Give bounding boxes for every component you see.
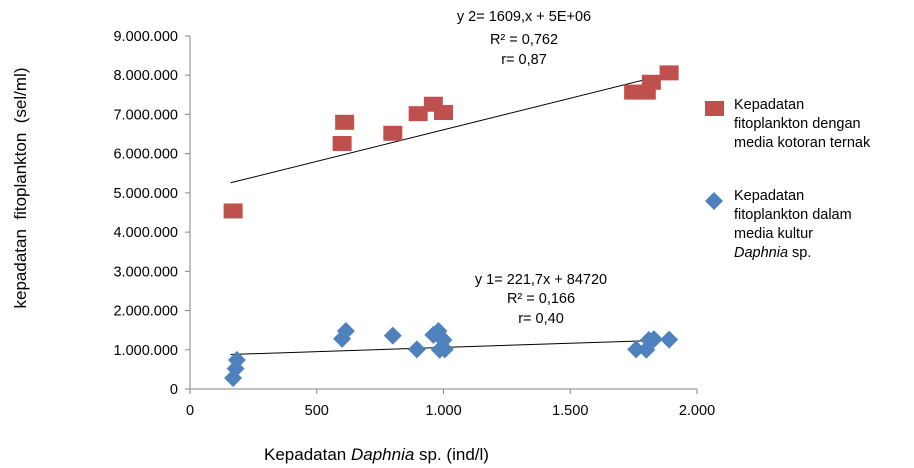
x-tick-label: 0	[186, 403, 194, 419]
legend-line: Kepadatan	[734, 188, 805, 204]
series-1-point	[223, 203, 243, 219]
series-2-r-squared: R² = 0,166	[507, 291, 575, 307]
series-2-equation: y 1= 221,7x + 84720	[475, 272, 607, 288]
series-1-point	[408, 106, 428, 122]
square-marker-icon	[705, 101, 724, 116]
legend-line: Kepadatan	[734, 97, 805, 113]
series-2-point	[336, 321, 355, 340]
series-1-point	[641, 74, 661, 90]
legend-line: media kotoran ternak	[734, 135, 871, 151]
y-tick-label: 3.000.000	[113, 264, 178, 280]
legend-item-series-1: Kepadatan fitoplankton dengan media koto…	[704, 96, 914, 153]
legend-line: fitoplankton dengan	[734, 116, 861, 132]
series-2-point	[660, 330, 679, 349]
series-1-equation: y 2= 1609,x + 5E+06	[457, 9, 591, 25]
y-axis-title: kepadatan fitoplankton (sel/ml)	[11, 68, 30, 309]
legend-suffix: sp.	[788, 245, 812, 261]
y-tick-label: 4.000.000	[113, 225, 178, 241]
legend-label-series-1: Kepadatan fitoplankton dengan media koto…	[734, 96, 914, 153]
y-tick-label: 2.000.000	[113, 304, 178, 320]
series-2-point	[627, 340, 646, 359]
data-points	[223, 65, 679, 388]
x-axis-ticks: 0 500 1.000 1.500 2.000	[186, 389, 715, 419]
legend-item-series-2: Kepadatan fitoplankton dalam media kultu…	[704, 187, 914, 263]
x-axis-title: Kepadatan Daphnia sp. (ind/l)	[264, 445, 489, 464]
y-tick-label: 8.000.000	[113, 68, 178, 84]
series-1-point	[659, 65, 679, 81]
series-1-point	[335, 114, 355, 130]
x-tick-label: 1.000	[425, 403, 461, 419]
series-2-point	[435, 340, 454, 359]
series-1-point	[434, 104, 453, 120]
y-tick-label: 7.000.000	[113, 107, 178, 123]
y-tick-label: 1.000.000	[113, 343, 178, 359]
y-axis-ticks: 0 1.000.000 2.000.000 3.000.000 4.000.000 5.0…	[113, 29, 190, 398]
series-2-r: r= 0,40	[518, 311, 564, 327]
series-1-r: r= 0,87	[501, 52, 547, 68]
y-tick-label: 6.000.000	[113, 147, 178, 163]
y-tick-label: 9.000.000	[113, 29, 178, 45]
legend-label-series-2: Kepadatan fitoplankton dalam media kultu…	[734, 187, 914, 263]
legend: Kepadatan fitoplankton dengan media koto…	[704, 96, 914, 297]
legend-italic: Daphnia	[734, 245, 789, 261]
diamond-marker-icon	[705, 192, 723, 210]
x-tick-label: 1.500	[552, 403, 588, 419]
legend-line: media kultur	[734, 226, 813, 242]
y-tick-label: 0	[170, 382, 178, 398]
series-2-point	[383, 326, 402, 345]
x-tick-label: 2.000	[679, 403, 715, 419]
series-1-point	[383, 125, 403, 141]
series-2-point	[644, 330, 663, 349]
series-1-r-squared: R² = 0,762	[490, 32, 558, 48]
trendline-series-1	[230, 73, 670, 184]
series-2-point	[407, 340, 426, 359]
legend-line: Daphnia sp.	[734, 244, 914, 263]
y-tick-label: 5.000.000	[113, 186, 178, 202]
x-tick-label: 500	[305, 403, 329, 419]
series-2-point	[227, 350, 246, 369]
legend-line: fitoplankton dalam	[734, 207, 852, 223]
series-1-point	[332, 135, 352, 151]
